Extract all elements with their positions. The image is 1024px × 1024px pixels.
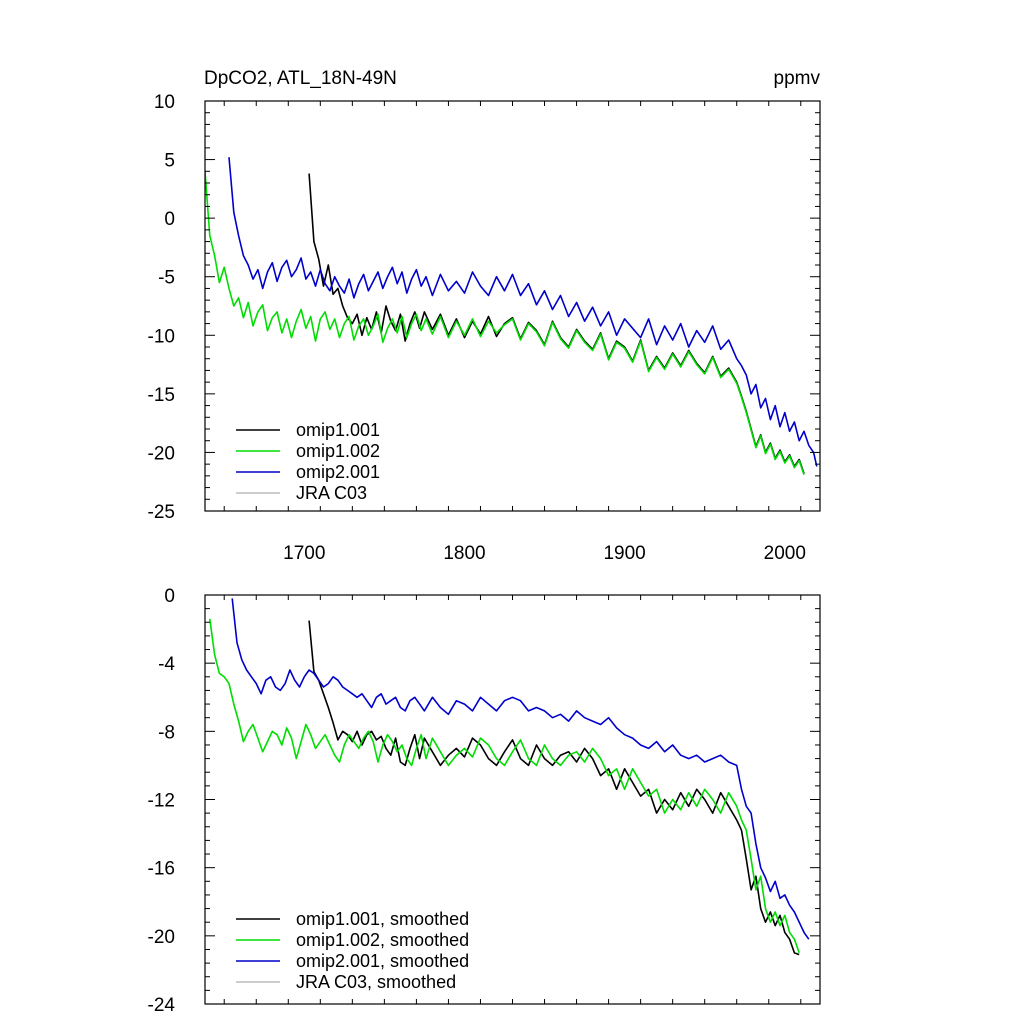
series-layer: [209, 598, 810, 956]
x-tick-label: 1800: [443, 543, 485, 564]
series-line-2: [228, 157, 818, 467]
y-tick-label: 10: [154, 92, 175, 113]
axis-layer: 10 5 0 -5 -10 -15 -20 -25 1700 1800 1900 2000: [148, 92, 821, 564]
legend-label: omip1.002, smoothed: [296, 930, 469, 950]
y-tick-label: -5: [158, 268, 175, 289]
y-tick-label: -12: [148, 791, 175, 812]
y-tick-label: 0: [164, 209, 175, 230]
x-tick-label: 2000: [764, 543, 806, 564]
series-line-0: [308, 620, 800, 956]
y-tick-label: -24: [148, 995, 176, 1016]
series-line-0: [308, 173, 805, 474]
series-line-1: [205, 171, 805, 475]
y-tick-label: 0: [164, 586, 175, 607]
legend-label: omip1.001: [296, 420, 380, 440]
x-tick-label: 1700: [283, 543, 325, 564]
y-tick-label: -15: [148, 385, 175, 406]
series-line-1: [209, 618, 800, 954]
series-line-2: [231, 598, 810, 940]
legend-label: omip1.002: [296, 441, 380, 461]
y-tick-label: -4: [158, 654, 175, 675]
y-tick-label: -20: [148, 927, 175, 948]
y-tick-label: -25: [148, 502, 175, 523]
y-tick-label: -8: [158, 722, 175, 743]
legend-label: omip2.001: [296, 462, 380, 482]
chart-panel-top: DpCO2, ATL_18N-49N ppmv 10 5 0 -5 -10 -15 -20 -…: [148, 68, 821, 564]
x-tick-label: 1900: [603, 543, 645, 564]
series-layer: [205, 157, 818, 475]
y-tick-label: -16: [148, 859, 175, 880]
y-tick-label: -20: [148, 443, 175, 464]
chart-panel-bottom: 0-4-8-12-16-20-24 omip1.001, smoothedomi…: [148, 586, 821, 1016]
y-tick-label: -10: [148, 326, 175, 347]
units-label: ppmv: [774, 68, 821, 89]
axis-layer: 0 -4 -8 -12 -16 -20 -24: [148, 586, 821, 1016]
legend-label: JRA C03: [296, 483, 367, 503]
legend-label: omip2.001, smoothed: [296, 951, 469, 971]
y-tick-label: 5: [164, 151, 175, 172]
legend-label: JRA C03, smoothed: [296, 972, 456, 992]
chart-title: DpCO2, ATL_18N-49N: [204, 68, 397, 89]
legend-label: omip1.001, smoothed: [296, 909, 469, 929]
